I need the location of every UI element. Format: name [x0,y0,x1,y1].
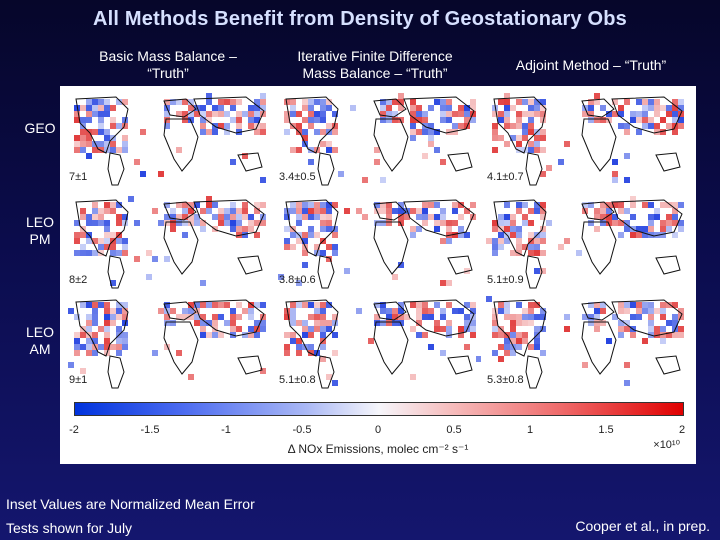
row-label-line1: LEO [25,214,54,230]
column-header-line2: “Truth” [147,65,189,81]
row-label-line1: LEO [25,324,54,340]
map-panel: 5.1±0.9 [484,192,689,289]
inset-error-value: 8±2 [69,274,88,286]
inset-error-value: 3.4±0.5 [279,171,316,183]
map-svg [486,196,684,289]
colorbar-tick: -1.5 [140,424,160,436]
slide-title: All Methods Benefit from Density of Geos… [93,8,627,30]
map-figure: 7±1 3.4±0.5 4.1±0.7 8±2 3.8±0.6 5.1±0.9 9±1 5.1… [60,86,696,464]
map-svg [284,93,476,186]
row-label-line1: GEO [24,120,56,136]
column-header-line1: Basic Mass Balance – [99,48,237,64]
citation: Cooper et al., in prep. [575,518,710,534]
column-header-basic: Basic Mass Balance – “Truth” [68,48,268,82]
footer-note: Inset Values are Normalized Mean Error [6,496,255,512]
row-label-leo-pm: LEO PM [20,214,60,248]
map-svg [492,93,684,186]
map-panel: 3.4±0.5 [276,89,481,186]
inset-error-value: 9±1 [69,374,88,386]
colorbar-tick: 2 [678,424,686,436]
map-svg [68,299,266,389]
column-header-adjoint: Adjoint Method – “Truth” [486,57,696,74]
map-svg [278,199,476,289]
map-panel: 5.3±0.8 [484,292,689,389]
map-panel: 7±1 [66,89,271,186]
map-panel: 8±2 [66,192,271,289]
map-panel: 3.8±0.6 [276,192,481,289]
colorbar-tick: 1.5 [598,424,614,436]
row-label-leo-am: LEO AM [20,324,60,358]
colorbar-tick: 1 [526,424,534,436]
colorbar-tick: -2 [69,424,79,436]
inset-error-value: 5.3±0.8 [487,374,524,386]
inset-error-value: 5.1±0.9 [487,274,524,286]
column-header-iterative: Iterative Finite Difference Mass Balance… [270,48,480,82]
column-header-line1: Iterative Finite Difference [297,48,453,64]
column-header-line2: Mass Balance – “Truth” [302,65,448,81]
colorbar [74,402,684,416]
column-header-line1: Adjoint Method – “Truth” [515,57,667,73]
colorbar-tick: -0.5 [292,424,312,436]
inset-error-value: 7±1 [69,171,88,183]
map-svg [486,296,684,389]
colorbar-label: Δ NOx Emissions, molec cm⁻² s⁻¹ [287,442,469,456]
colorbar-tick: 0.5 [446,424,462,436]
colorbar-tick: 0 [374,424,382,436]
row-label-geo: GEO [20,120,60,137]
row-label-line2: PM [29,231,51,247]
footer-month: Tests shown for July [6,520,133,536]
map-panel: 5.1±0.8 [276,292,481,389]
colorbar-tick: -1 [221,424,231,436]
inset-error-value: 3.8±0.6 [279,274,316,286]
map-panel: 4.1±0.7 [484,89,689,186]
inset-error-value: 5.1±0.8 [279,374,316,386]
row-label-line2: AM [29,341,51,357]
colorbar-scale: ×10¹⁰ [653,439,680,451]
map-svg [74,196,266,289]
inset-error-value: 4.1±0.7 [487,171,524,183]
map-panel: 9±1 [66,292,271,389]
map-svg [74,93,266,186]
map-svg [284,299,481,389]
